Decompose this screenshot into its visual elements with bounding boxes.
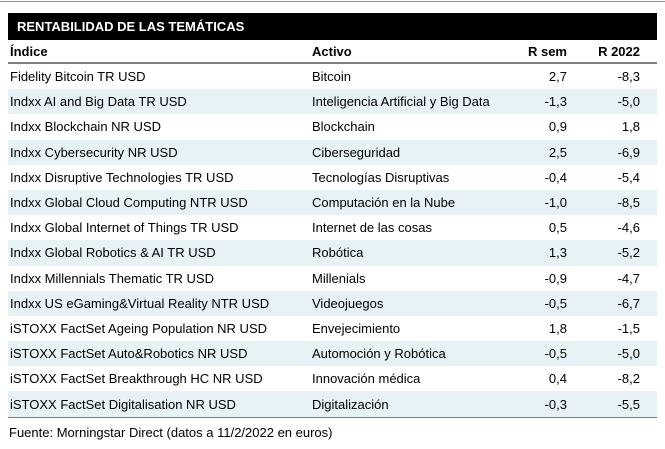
cell-activo: Robótica [312,245,364,261]
cell-activo: Digitalización [312,396,389,412]
table-row: Indxx Disruptive Technologies TR USD Tecn… [8,164,657,190]
cell-indice: Indxx Disruptive Technologies TR USD [10,169,234,185]
source-note: Fuente: Morningstar Direct (datos a 11/2… [9,424,333,440]
cell-rsem: 0,5 [548,220,567,236]
table-row: iSTOXX FactSet Breakthrough HC NR USD Inn… [8,366,657,392]
cell-r2022: -5,0 [617,94,640,110]
cell-rsem: -0,5 [544,295,567,311]
cell-indice: iSTOXX FactSet Auto&Robotics NR USD [10,346,248,362]
table-row: Indxx Global Internet of Things TR USD In… [8,215,657,241]
cell-r2022: -8,5 [617,195,640,211]
cell-indice: Fidelity Bitcoin TR USD [10,69,146,85]
cell-activo: Inteligencia Artificial y Big Data [312,94,490,110]
cell-rsem: 0,9 [548,119,567,135]
cell-rsem: -0,3 [544,396,567,412]
cell-activo: Ciberseguridad [312,144,401,160]
cell-rsem: -1,3 [544,94,567,110]
cell-r2022: -5,4 [617,169,640,185]
cell-indice: iSTOXX FactSet Breakthrough HC NR USD [10,371,263,387]
cell-indice: Indxx AI and Big Data TR USD [10,94,187,110]
column-header-rsem: R sem [527,43,567,59]
table-row: Fidelity Bitcoin TR USD Bitcoin 2,7 -8,3 [8,64,657,90]
cell-r2022: 1,8 [621,119,640,135]
column-header-r2022: R 2022 [598,43,640,59]
cell-activo: Millenials [312,270,366,286]
table-row: iSTOXX FactSet Digitalisation NR USD Digi… [8,391,657,417]
table-row: Indxx Cybersecurity NR USD Ciberseguridad… [8,139,657,165]
table-container: RENTABILIDAD DE LAS TEMÁTICAS Índice Act… [8,13,657,440]
cell-rsem: 1,8 [548,320,567,336]
cell-activo: Bitcoin [312,69,352,85]
table-row: Indxx AI and Big Data TR USD Inteligencia… [8,89,657,115]
cell-r2022: -5,0 [617,346,640,362]
cell-indice: Indxx Global Cloud Computing NTR USD [10,195,248,211]
table-row: iSTOXX FactSet Ageing Population NR USD E… [8,315,657,342]
cell-rsem: -1,0 [544,195,567,211]
cell-rsem: 2,5 [548,144,567,160]
cell-r2022: -1,5 [617,320,640,336]
cell-indice: Indxx Cybersecurity NR USD [10,144,178,160]
table-row: Indxx Blockchain NR USD Blockchain 0,9 1,8 [8,114,657,140]
cell-rsem: 0,4 [548,371,567,387]
cell-activo: Blockchain [312,119,375,135]
column-header-activo: Activo [312,43,352,59]
column-header-indice: Índice [10,43,48,59]
table-body: Fidelity Bitcoin TR USD Bitcoin 2,7 -8,3 Ind… [8,64,657,418]
top-edge-divider [0,1,665,2]
cell-indice: Indxx Global Robotics & AI TR USD [10,245,216,261]
table-row: Indxx Global Robotics & AI TR USD Robótic… [8,240,657,266]
cell-activo: Envejecimiento [312,320,401,336]
cell-indice: iSTOXX FactSet Digitalisation NR USD [10,396,236,412]
cell-r2022: -6,7 [617,295,640,311]
cell-r2022: -8,3 [617,69,640,85]
table-row: Indxx Global Cloud Computing NTR USD Comp… [8,189,657,216]
cell-indice: iSTOXX FactSet Ageing Population NR USD [10,320,267,336]
table-header-row: Índice Activo R sem R 2022 [8,40,657,64]
cell-rsem: 1,3 [548,245,567,261]
cell-rsem: 2,7 [548,69,567,85]
cell-rsem: -0,4 [544,169,567,185]
cell-r2022: -5,5 [617,396,640,412]
cell-activo: Tecnologías Disruptivas [312,169,450,185]
table-row: Indxx Millennials Thematic TR USD Milleni… [8,265,657,291]
cell-activo: Computación en la Nube [312,195,456,211]
cell-rsem: -0,5 [544,346,567,362]
cell-activo: Automoción y Robótica [312,346,446,362]
table-row: iSTOXX FactSet Auto&Robotics NR USD Autom… [8,341,657,367]
cell-indice: Indxx Blockchain NR USD [10,119,161,135]
cell-activo: Innovación médica [312,371,421,387]
cell-indice: Indxx US eGaming&Virtual Reality NTR USD [10,295,270,311]
cell-r2022: -6,9 [617,144,640,160]
cell-r2022: -4,6 [617,220,640,236]
table-row: Indxx US eGaming&Virtual Reality NTR USD… [8,290,657,316]
table-title-bar: RENTABILIDAD DE LAS TEMÁTICAS [8,13,657,40]
cell-r2022: -4,7 [617,270,640,286]
cell-indice: Indxx Global Internet of Things TR USD [10,220,239,236]
cell-rsem: -0,9 [544,270,567,286]
cell-activo: Videojuegos [312,295,384,311]
cell-r2022: -8,2 [617,371,640,387]
cell-indice: Indxx Millennials Thematic TR USD [10,270,214,286]
cell-activo: Internet de las cosas [312,220,432,236]
cell-r2022: -5,2 [617,245,640,261]
